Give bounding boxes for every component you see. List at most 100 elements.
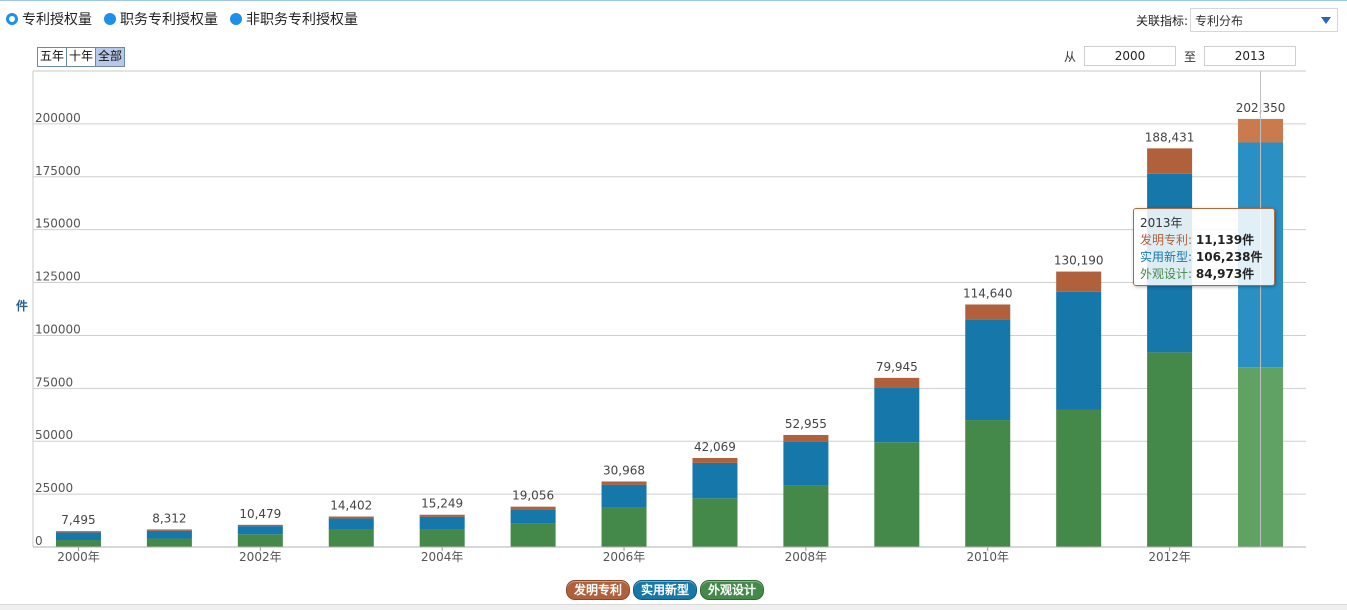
x-tick-label: 2010年 [966, 550, 1009, 564]
bar-segment-utility[interactable] [55, 532, 101, 541]
bar-segment-invention[interactable] [55, 531, 101, 533]
y-tick-label: 200000 [35, 111, 81, 125]
bar-segment-utility[interactable] [237, 526, 283, 535]
y-tick-label: 75000 [35, 375, 73, 389]
tooltip-label: 实用新型: [1140, 250, 1193, 264]
bar-segment-utility[interactable] [965, 319, 1011, 421]
indicator-select[interactable]: 专利分布 [1190, 8, 1339, 32]
bar-segment-invention[interactable] [419, 514, 465, 517]
to-year-input[interactable] [1204, 46, 1297, 66]
bar-stack-2010[interactable] [965, 304, 1011, 547]
bar-stack-2004[interactable] [419, 514, 465, 547]
bar-stack-2002[interactable] [237, 524, 283, 547]
bar-total-label: 10,479 [239, 507, 281, 521]
bar-segment-utility[interactable] [1056, 291, 1102, 410]
bar-segment-utility[interactable] [692, 462, 738, 499]
range-five-years-button[interactable]: 五年 [38, 48, 68, 66]
from-year-input[interactable] [1084, 46, 1177, 66]
bar-segment-design[interactable] [328, 529, 374, 547]
bar-stack-2011[interactable] [1056, 271, 1102, 547]
bottom-scrollbar-track [0, 604, 1347, 610]
bar-segment-utility[interactable] [328, 518, 374, 530]
bar-segment-invention[interactable] [783, 434, 829, 442]
bar-stack-2005[interactable] [510, 506, 556, 547]
bar-segment-invention[interactable] [1056, 271, 1102, 292]
bar-segment-design[interactable] [601, 507, 647, 547]
radio-unselected-icon[interactable] [230, 13, 242, 25]
bar-segment-invention[interactable] [510, 506, 556, 510]
bar-segment-design[interactable] [237, 534, 283, 547]
bar-segment-invention[interactable] [692, 458, 738, 463]
grid-lines [33, 123, 1306, 495]
bar-segment-design[interactable] [783, 485, 829, 547]
bar-segment-invention[interactable] [874, 377, 920, 389]
bar-segment-design[interactable] [419, 529, 465, 547]
bar-segment-design[interactable] [965, 420, 1011, 547]
tooltip-row-utility: 实用新型: 106,238件 [1140, 249, 1268, 266]
bar-segment-utility[interactable] [146, 530, 192, 539]
bar-segment-design[interactable] [874, 442, 920, 547]
legend-invention-button[interactable]: 发明专利 [566, 580, 631, 600]
bar-segment-design[interactable] [510, 523, 556, 547]
radio-label: 非职务专利授权量 [246, 12, 358, 28]
bar-total-label: 15,249 [421, 497, 463, 511]
bar-segment-design[interactable] [692, 498, 738, 547]
radio-service-patent-grants[interactable]: 职务专利授权量 [104, 9, 218, 29]
bar-total-label: 114,640 [963, 286, 1013, 300]
y-tick-label: 125000 [35, 270, 81, 284]
radio-patent-grants[interactable]: 专利授权量 [6, 9, 92, 29]
bar-segment-invention[interactable] [146, 529, 192, 531]
y-tick-label: 0 [35, 534, 43, 548]
bar-segment-design[interactable] [1147, 352, 1193, 547]
bar-segment-invention[interactable] [965, 304, 1011, 320]
bar-stack-2008[interactable] [783, 434, 829, 547]
x-axis-ticks: 2000年 2002年 2004年 2006年 2008年 2010年 2012年 [57, 547, 1191, 564]
related-indicator: 关联指标: 专利分布 [1136, 8, 1339, 32]
y-tick-label: 100000 [35, 322, 81, 336]
bar-stack-2000[interactable] [55, 531, 101, 547]
bar-stack-2007[interactable] [692, 458, 738, 547]
to-label: 至 [1184, 49, 1197, 64]
bar-segment-invention[interactable] [237, 524, 283, 527]
indicator-label: 关联指标: [1136, 13, 1189, 28]
bar-segment-utility[interactable] [783, 441, 829, 486]
tooltip-row-design: 外观设计: 84,973件 [1140, 266, 1268, 283]
total-labels: 7,495 8,312 10,479 14,402 15,249 19,056 30,968… [61, 101, 1285, 527]
radio-label: 专利授权量 [22, 12, 92, 28]
legend-design-button[interactable]: 外观设计 [700, 580, 765, 600]
y-axis-label: 件 [16, 299, 29, 313]
bar-segment-invention[interactable] [1147, 148, 1193, 174]
range-all-button[interactable]: 全部 [96, 48, 125, 66]
bar-segment-invention[interactable] [601, 481, 647, 485]
date-range: 从 至 [1064, 46, 1297, 66]
bar-segment-utility[interactable] [419, 516, 465, 530]
y-tick-label: 25000 [35, 481, 73, 495]
bar-stack-2009[interactable] [874, 377, 920, 547]
radio-unselected-icon[interactable] [104, 13, 116, 25]
bar-segment-invention[interactable] [328, 516, 374, 519]
radio-selected-icon[interactable] [6, 13, 18, 25]
tooltip-label: 发明专利: [1140, 233, 1193, 247]
bar-stack-2001[interactable] [146, 529, 192, 547]
bar-total-label: 8,312 [152, 511, 186, 525]
range-button-group: 五年 十年 全部 [37, 47, 126, 67]
bar-total-label: 14,402 [330, 499, 372, 513]
bar-stack-2006[interactable] [601, 481, 647, 547]
bar-segment-design[interactable] [146, 538, 192, 547]
chevron-down-icon[interactable] [1321, 17, 1332, 24]
bar-segment-utility[interactable] [874, 388, 920, 443]
radio-label: 职务专利授权量 [120, 12, 218, 28]
x-tick-label: 2004年 [421, 550, 464, 564]
bar-segment-design[interactable] [1056, 409, 1102, 547]
bars [55, 118, 1284, 547]
x-tick-label: 2000年 [57, 550, 100, 564]
y-tick-label: 150000 [35, 217, 81, 231]
bar-stack-2003[interactable] [328, 516, 374, 547]
bar-segment-design[interactable] [55, 540, 101, 547]
bar-segment-utility[interactable] [601, 484, 647, 508]
tooltip-row-invention: 发明专利: 11,139件 [1140, 232, 1268, 249]
legend-utility-button[interactable]: 实用新型 [633, 580, 698, 600]
radio-nonservice-patent-grants[interactable]: 非职务专利授权量 [230, 9, 358, 29]
range-ten-years-button[interactable]: 十年 [67, 48, 97, 66]
bar-segment-utility[interactable] [510, 509, 556, 524]
